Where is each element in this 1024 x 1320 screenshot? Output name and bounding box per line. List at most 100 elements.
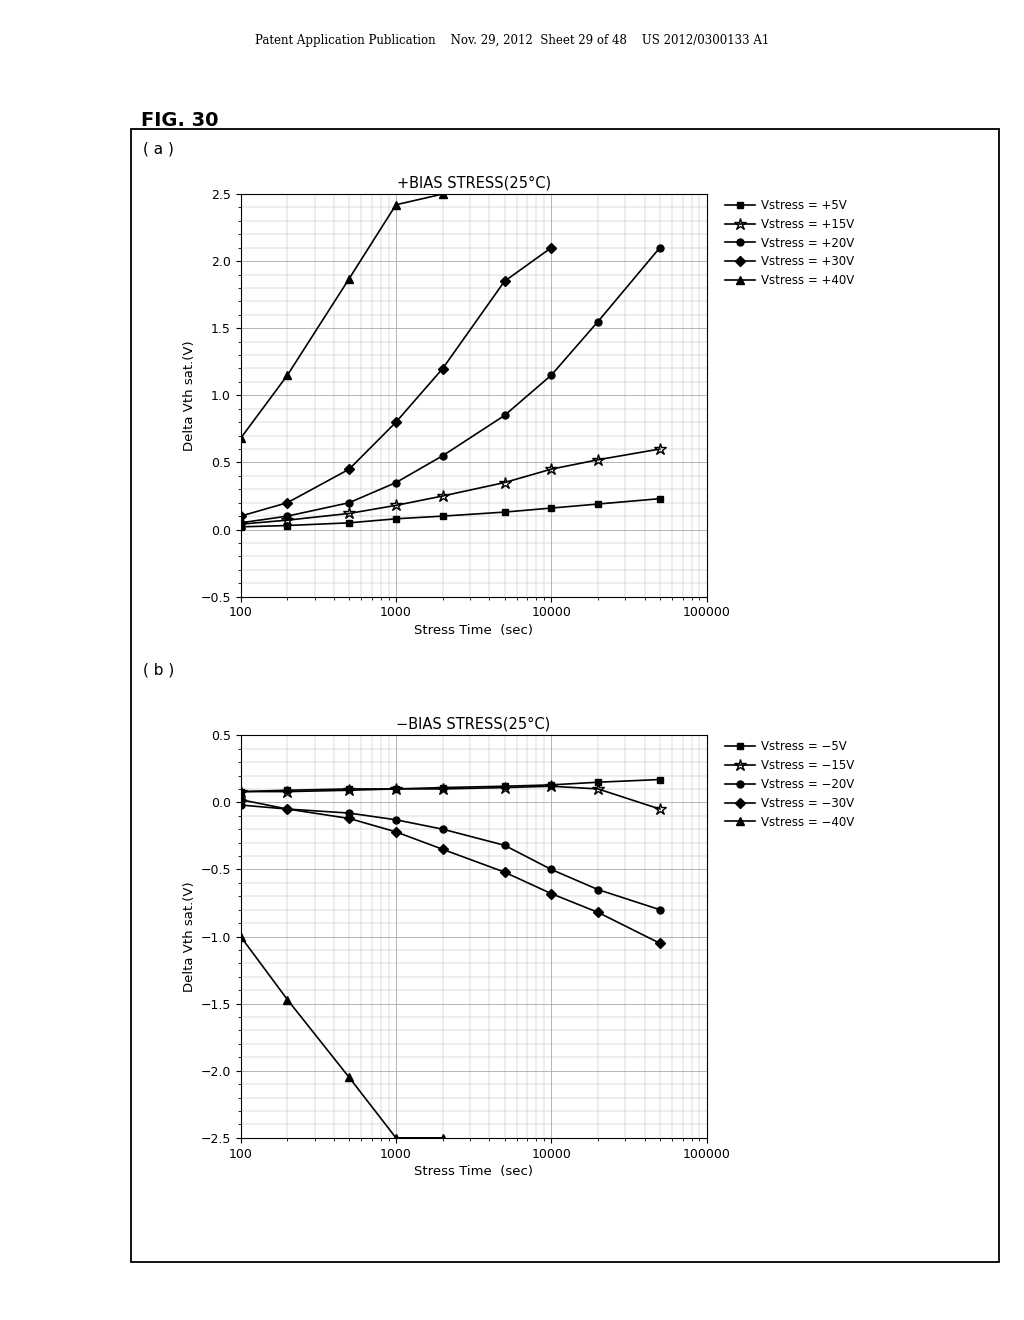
Vstress = −15V <box>282 784 294 800</box>
Vstress = +40V <box>436 186 449 202</box>
Vstress = −30V <box>343 810 355 826</box>
Vstress = −20V <box>390 812 402 828</box>
Legend: Vstress = −5V, Vstress = −15V, Vstress = −20V, Vstress = −30V, Vstress = −40V: Vstress = −5V, Vstress = −15V, Vstress =… <box>721 735 859 833</box>
Text: ( b ): ( b ) <box>143 663 175 677</box>
Vstress = +20V <box>436 447 449 463</box>
Vstress = −15V <box>234 784 247 800</box>
Vstress = −30V <box>436 841 449 857</box>
Vstress = −5V <box>234 784 247 800</box>
Vstress = −5V <box>390 781 402 797</box>
Vstress = +5V <box>390 511 402 527</box>
Vstress = +15V <box>653 441 666 457</box>
Line: Vstress = −40V: Vstress = −40V <box>237 932 446 1142</box>
Vstress = −20V <box>653 902 666 917</box>
Title: +BIAS STRESS(25°C): +BIAS STRESS(25°C) <box>396 176 551 190</box>
Vstress = +30V <box>390 414 402 430</box>
Vstress = +20V <box>234 515 247 531</box>
X-axis label: Stress Time  (sec): Stress Time (sec) <box>414 623 534 636</box>
Vstress = −20V <box>436 821 449 837</box>
Vstress = +40V <box>343 271 355 286</box>
Vstress = −5V <box>343 781 355 797</box>
Vstress = +15V <box>436 488 449 504</box>
Line: Vstress = +5V: Vstress = +5V <box>238 495 664 531</box>
Text: Patent Application Publication    Nov. 29, 2012  Sheet 29 of 48    US 2012/03001: Patent Application Publication Nov. 29, … <box>255 34 769 48</box>
Vstress = +20V <box>545 367 557 383</box>
Vstress = +15V <box>499 475 511 491</box>
Vstress = −40V <box>234 929 247 945</box>
Vstress = +30V <box>436 360 449 376</box>
Vstress = −15V <box>545 779 557 795</box>
Vstress = +20V <box>592 314 604 330</box>
Vstress = −30V <box>282 801 294 817</box>
Text: FIG. 30: FIG. 30 <box>141 111 219 129</box>
Vstress = −15V <box>390 781 402 797</box>
Vstress = −30V <box>653 936 666 952</box>
Vstress = +5V <box>545 500 557 516</box>
Vstress = +15V <box>390 498 402 513</box>
Vstress = +5V <box>282 517 294 533</box>
Vstress = −5V <box>592 775 604 791</box>
Line: Vstress = −20V: Vstress = −20V <box>238 801 664 913</box>
Vstress = −20V <box>545 862 557 878</box>
Vstress = +15V <box>234 516 247 532</box>
Vstress = +5V <box>653 491 666 507</box>
Vstress = −15V <box>343 783 355 799</box>
Vstress = +20V <box>390 475 402 491</box>
Vstress = +20V <box>282 508 294 524</box>
Vstress = −30V <box>592 904 604 920</box>
Legend: Vstress = +5V, Vstress = +15V, Vstress = +20V, Vstress = +30V, Vstress = +40V: Vstress = +5V, Vstress = +15V, Vstress =… <box>721 194 859 292</box>
Vstress = −15V <box>653 801 666 817</box>
Vstress = −30V <box>390 824 402 840</box>
Vstress = −20V <box>592 882 604 898</box>
Vstress = +30V <box>343 461 355 477</box>
Vstress = −15V <box>436 781 449 797</box>
Vstress = +5V <box>343 515 355 531</box>
Vstress = +5V <box>499 504 511 520</box>
Line: Vstress = +40V: Vstress = +40V <box>237 190 446 442</box>
Vstress = −20V <box>499 837 511 853</box>
Vstress = −40V <box>282 991 294 1007</box>
Line: Vstress = +30V: Vstress = +30V <box>238 244 555 520</box>
Vstress = −20V <box>234 797 247 813</box>
Vstress = +30V <box>234 508 247 524</box>
Vstress = +15V <box>592 451 604 467</box>
Vstress = −5V <box>282 783 294 799</box>
Vstress = +5V <box>234 519 247 535</box>
Vstress = −5V <box>436 780 449 796</box>
Vstress = +30V <box>282 495 294 511</box>
Vstress = −15V <box>592 781 604 797</box>
Vstress = +30V <box>545 240 557 256</box>
Vstress = +5V <box>592 496 604 512</box>
Vstress = +15V <box>545 461 557 477</box>
Vstress = −30V <box>499 865 511 880</box>
Vstress = −5V <box>499 779 511 795</box>
Vstress = +15V <box>282 512 294 528</box>
Vstress = +5V <box>436 508 449 524</box>
Vstress = −20V <box>343 805 355 821</box>
Vstress = +20V <box>343 495 355 511</box>
Vstress = −5V <box>545 777 557 793</box>
Title: −BIAS STRESS(25°C): −BIAS STRESS(25°C) <box>396 717 551 731</box>
Vstress = +40V <box>390 197 402 213</box>
Vstress = −15V <box>499 780 511 796</box>
Vstress = +40V <box>234 430 247 446</box>
Vstress = −40V <box>390 1130 402 1146</box>
Vstress = +30V <box>499 273 511 289</box>
Vstress = −30V <box>545 886 557 902</box>
X-axis label: Stress Time  (sec): Stress Time (sec) <box>414 1164 534 1177</box>
Vstress = +40V <box>282 367 294 383</box>
Line: Vstress = −15V: Vstress = −15V <box>234 780 666 816</box>
Line: Vstress = −30V: Vstress = −30V <box>238 796 664 946</box>
Line: Vstress = +20V: Vstress = +20V <box>238 244 664 527</box>
Vstress = +20V <box>653 240 666 256</box>
Vstress = +20V <box>499 408 511 424</box>
Vstress = −30V <box>234 792 247 808</box>
Line: Vstress = −5V: Vstress = −5V <box>238 776 664 795</box>
Text: ( a ): ( a ) <box>143 141 174 156</box>
Y-axis label: Delta Vth sat.(V): Delta Vth sat.(V) <box>183 341 197 450</box>
Vstress = −40V <box>343 1069 355 1085</box>
Y-axis label: Delta Vth sat.(V): Delta Vth sat.(V) <box>183 882 197 991</box>
Vstress = +15V <box>343 506 355 521</box>
Vstress = −5V <box>653 772 666 788</box>
Line: Vstress = +15V: Vstress = +15V <box>234 442 666 531</box>
